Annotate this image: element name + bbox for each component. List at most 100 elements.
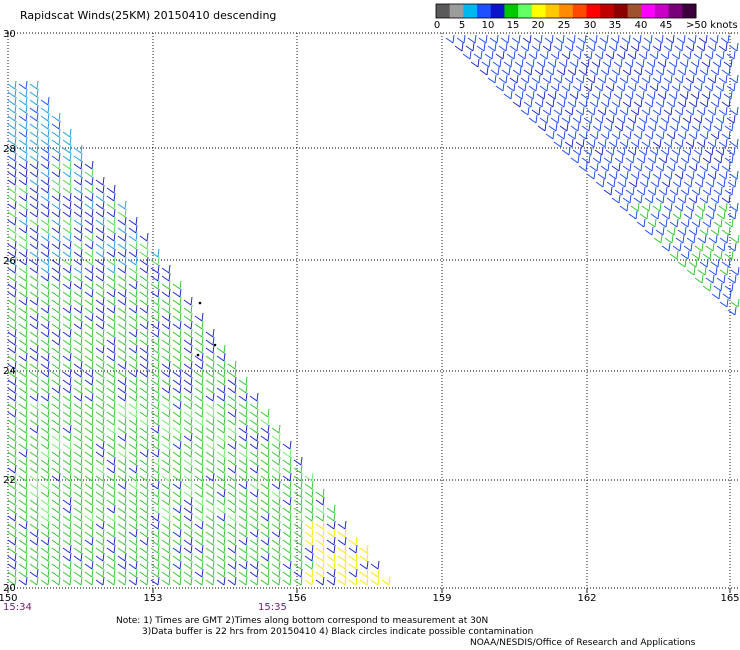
wind-barb: [150, 376, 160, 386]
wind-barb: [683, 210, 693, 220]
wind-barb: [205, 536, 215, 546]
wind-barb: [172, 520, 182, 530]
wind-barb: [128, 464, 138, 474]
scale-label-5: 5: [459, 20, 465, 31]
wind-barb: [249, 448, 259, 458]
wind-barb: [172, 280, 182, 290]
wind-barb: [238, 456, 248, 466]
wind-barb: [139, 288, 149, 298]
wind-barb: [271, 552, 281, 562]
wind-barb: [194, 360, 204, 370]
wind-barb: [534, 66, 544, 76]
wind-barb: [564, 42, 574, 52]
wind-barb: [51, 568, 61, 578]
wind-barb: [304, 488, 314, 498]
wind-barb: [282, 472, 292, 482]
wind-barb: [51, 560, 61, 570]
wind-barb: [721, 98, 731, 108]
wind-barb: [476, 42, 486, 52]
wind-barb: [260, 488, 270, 498]
wind-barb: [249, 464, 259, 474]
wind-barb: [7, 104, 17, 114]
wind-barb: [691, 250, 701, 260]
wind-barb: [564, 138, 574, 148]
wind-barb: [51, 328, 61, 338]
wind-barb: [183, 544, 193, 554]
wind-barb: [51, 208, 61, 218]
wind-barb: [578, 130, 588, 140]
wind-barb: [337, 552, 347, 562]
wind-barb: [161, 408, 171, 418]
wind-barb: [183, 416, 193, 426]
wind-barb: [661, 210, 671, 220]
wind-barb: [205, 400, 215, 410]
wind-barb: [227, 504, 237, 514]
wind-barb: [205, 368, 215, 378]
wind-barb: [29, 408, 39, 418]
wind-barb: [161, 536, 171, 546]
wind-barb: [570, 154, 580, 164]
wind-barb: [315, 544, 325, 554]
wind-barb: [40, 520, 50, 530]
wind-barb: [674, 74, 684, 84]
wind-barb: [18, 216, 28, 226]
wind-barb: [51, 488, 61, 498]
wind-barb: [128, 336, 138, 346]
wind-barb: [7, 136, 17, 146]
lon-label-162: 162: [577, 593, 596, 604]
wind-barb: [205, 504, 215, 514]
wind-barb: [647, 218, 657, 228]
wind-barb: [216, 552, 226, 562]
wind-barb: [183, 352, 193, 362]
wind-barb: [194, 456, 204, 466]
wind-barb: [51, 472, 61, 482]
wind-barb: [669, 186, 679, 196]
wind-barb: [370, 568, 380, 578]
wind-barb: [95, 432, 105, 442]
wind-barb: [183, 528, 193, 538]
wind-barb: [591, 58, 601, 68]
wind-barb: [238, 576, 248, 586]
wind-barb: [29, 376, 39, 386]
wind-barb: [216, 376, 226, 386]
wind-barb: [84, 528, 94, 538]
wind-barb: [597, 138, 607, 148]
wind-barb: [293, 512, 303, 522]
wind-barb: [150, 408, 160, 418]
wind-barb: [625, 186, 635, 196]
wind-barb: [238, 560, 248, 570]
wind-barb: [724, 122, 734, 132]
wind-barb: [658, 186, 668, 196]
wind-barb: [647, 186, 657, 196]
wind-barb: [677, 226, 687, 236]
wind-barb: [18, 400, 28, 410]
wind-barb: [655, 194, 665, 204]
wind-barb: [715, 146, 725, 156]
wind-barb: [172, 296, 182, 306]
wind-barb: [29, 208, 39, 218]
wind-barb: [95, 416, 105, 426]
wind-barb: [172, 536, 182, 546]
wind-barb: [18, 136, 28, 146]
wind-barb: [128, 576, 138, 586]
wind-barb: [260, 512, 270, 522]
wind-barb: [139, 552, 149, 562]
wind-barb: [117, 312, 127, 322]
wind-barb: [40, 416, 50, 426]
wind-barb: [62, 280, 72, 290]
wind-barb: [216, 368, 226, 378]
wind-barb: [73, 224, 83, 234]
wind-barb: [216, 416, 226, 426]
wind-barb: [470, 58, 480, 68]
wind-barb: [84, 240, 94, 250]
wind-barb: [238, 480, 248, 490]
wind-barb: [668, 58, 678, 68]
wind-barb: [84, 248, 94, 258]
wind-barb: [95, 336, 105, 346]
wind-barb: [679, 90, 689, 100]
wind-barb: [106, 432, 116, 442]
time-label-mid: 15:35: [258, 602, 287, 613]
wind-barb: [128, 352, 138, 362]
wind-barb: [556, 98, 566, 108]
wind-barb: [696, 202, 706, 212]
